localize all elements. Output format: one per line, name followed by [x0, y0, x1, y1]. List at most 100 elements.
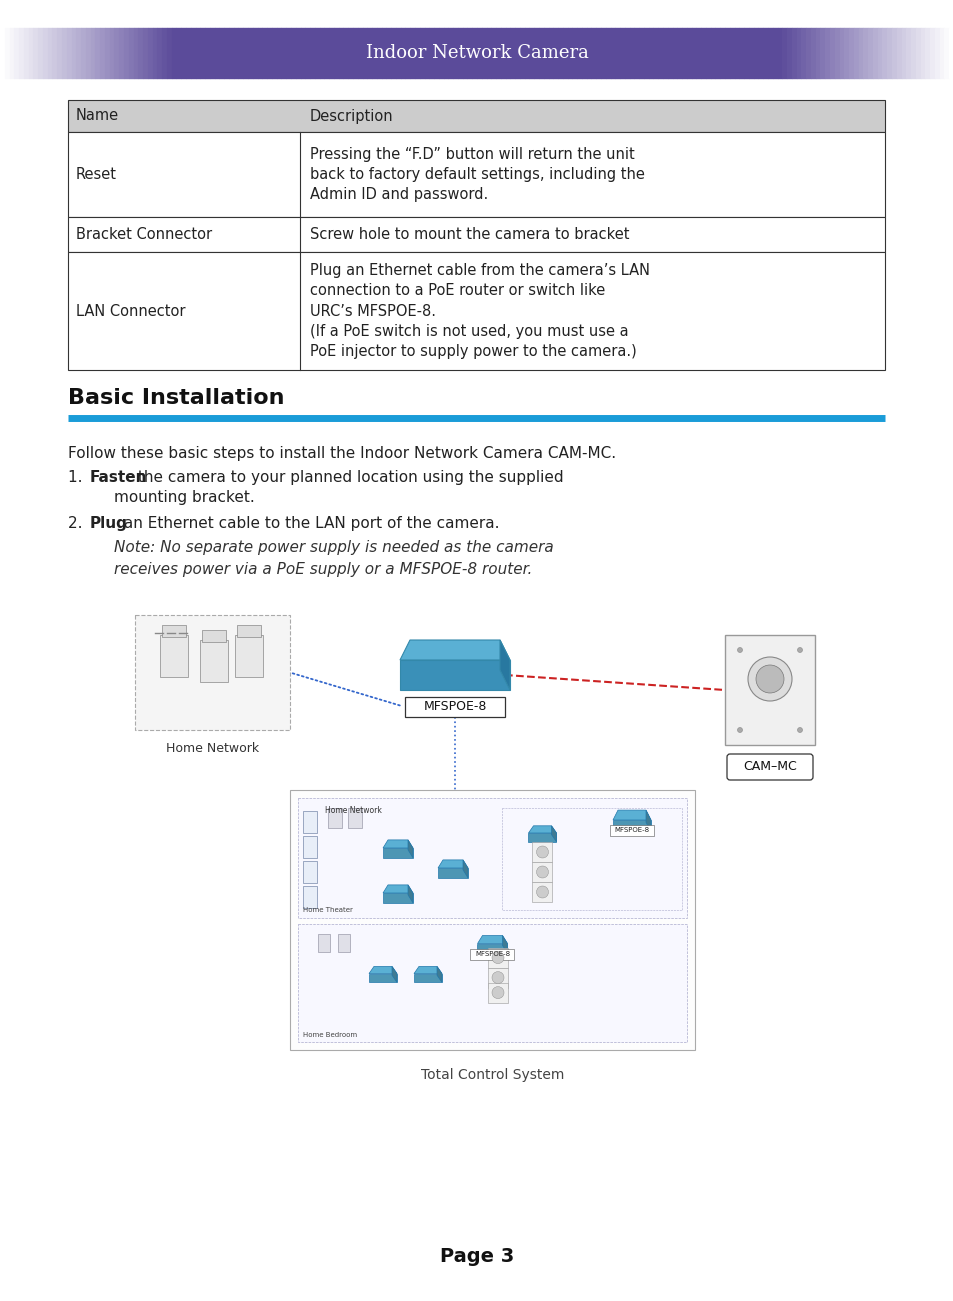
- Bar: [720, 29, 724, 78]
- Bar: [558, 29, 562, 78]
- Bar: [796, 29, 801, 78]
- Bar: [303, 861, 316, 883]
- Polygon shape: [437, 868, 468, 878]
- Bar: [743, 29, 748, 78]
- Bar: [238, 29, 243, 78]
- Bar: [639, 29, 643, 78]
- Bar: [762, 29, 767, 78]
- Bar: [848, 29, 853, 78]
- Bar: [500, 29, 505, 78]
- Circle shape: [492, 986, 503, 999]
- Bar: [491, 29, 496, 78]
- Text: MFSPOE-8: MFSPOE-8: [475, 951, 510, 958]
- Polygon shape: [382, 840, 413, 848]
- Bar: [488, 947, 507, 968]
- Bar: [295, 29, 300, 78]
- Bar: [457, 29, 462, 78]
- Text: an Ethernet cable to the LAN port of the camera.: an Ethernet cable to the LAN port of the…: [119, 516, 498, 531]
- Polygon shape: [369, 967, 396, 973]
- Bar: [362, 29, 367, 78]
- Bar: [191, 29, 195, 78]
- Bar: [548, 29, 553, 78]
- Bar: [162, 29, 167, 78]
- Bar: [715, 29, 720, 78]
- Bar: [472, 29, 476, 78]
- Polygon shape: [477, 943, 507, 954]
- Text: mounting bracket.: mounting bracket.: [113, 490, 254, 505]
- Bar: [291, 29, 295, 78]
- Polygon shape: [408, 885, 413, 903]
- Bar: [224, 29, 229, 78]
- Bar: [43, 29, 48, 78]
- Bar: [532, 882, 552, 902]
- Bar: [210, 29, 214, 78]
- Bar: [119, 29, 124, 78]
- Bar: [829, 29, 834, 78]
- Text: Bracket Connector: Bracket Connector: [76, 226, 212, 242]
- Bar: [920, 29, 924, 78]
- Bar: [672, 29, 677, 78]
- Bar: [488, 982, 507, 1003]
- Bar: [882, 29, 886, 78]
- Bar: [48, 29, 52, 78]
- Polygon shape: [477, 935, 507, 943]
- Polygon shape: [613, 820, 650, 833]
- Text: Reset: Reset: [76, 167, 117, 182]
- Bar: [824, 29, 829, 78]
- Bar: [152, 29, 157, 78]
- Text: Basic Installation: Basic Installation: [68, 388, 284, 409]
- Bar: [629, 29, 634, 78]
- Bar: [148, 29, 152, 78]
- Circle shape: [755, 665, 783, 693]
- Bar: [820, 29, 824, 78]
- Text: Fasten: Fasten: [90, 470, 148, 485]
- Bar: [502, 808, 681, 909]
- Text: CAM–MC: CAM–MC: [742, 761, 796, 774]
- Bar: [815, 29, 820, 78]
- Bar: [734, 29, 739, 78]
- Bar: [248, 29, 253, 78]
- Bar: [205, 29, 210, 78]
- Bar: [376, 29, 381, 78]
- Polygon shape: [382, 892, 413, 903]
- Bar: [114, 29, 119, 78]
- Bar: [767, 29, 772, 78]
- Bar: [405, 29, 410, 78]
- Bar: [410, 29, 415, 78]
- Bar: [186, 29, 191, 78]
- Bar: [95, 29, 100, 78]
- Bar: [634, 29, 639, 78]
- Bar: [886, 29, 891, 78]
- Text: Note: No separate power supply is needed as the camera: Note: No separate power supply is needed…: [113, 540, 553, 556]
- Polygon shape: [399, 660, 510, 690]
- Bar: [386, 29, 391, 78]
- Bar: [605, 29, 610, 78]
- Bar: [853, 29, 858, 78]
- Polygon shape: [613, 811, 650, 820]
- Bar: [372, 29, 376, 78]
- Bar: [524, 29, 529, 78]
- Bar: [68, 217, 884, 252]
- Bar: [405, 697, 504, 717]
- Bar: [67, 29, 71, 78]
- Text: Home Bedroom: Home Bedroom: [303, 1032, 356, 1038]
- Bar: [496, 29, 500, 78]
- Bar: [202, 630, 226, 641]
- Bar: [381, 29, 386, 78]
- Bar: [643, 29, 648, 78]
- Bar: [443, 29, 448, 78]
- Bar: [91, 29, 95, 78]
- Bar: [658, 29, 662, 78]
- Polygon shape: [369, 973, 396, 982]
- Bar: [138, 29, 143, 78]
- Bar: [52, 29, 57, 78]
- Bar: [891, 29, 896, 78]
- Text: 2.: 2.: [68, 516, 88, 531]
- Bar: [488, 968, 507, 987]
- Bar: [181, 29, 186, 78]
- Bar: [71, 29, 76, 78]
- Bar: [157, 29, 162, 78]
- Bar: [337, 934, 350, 951]
- Bar: [286, 29, 291, 78]
- Bar: [538, 29, 543, 78]
